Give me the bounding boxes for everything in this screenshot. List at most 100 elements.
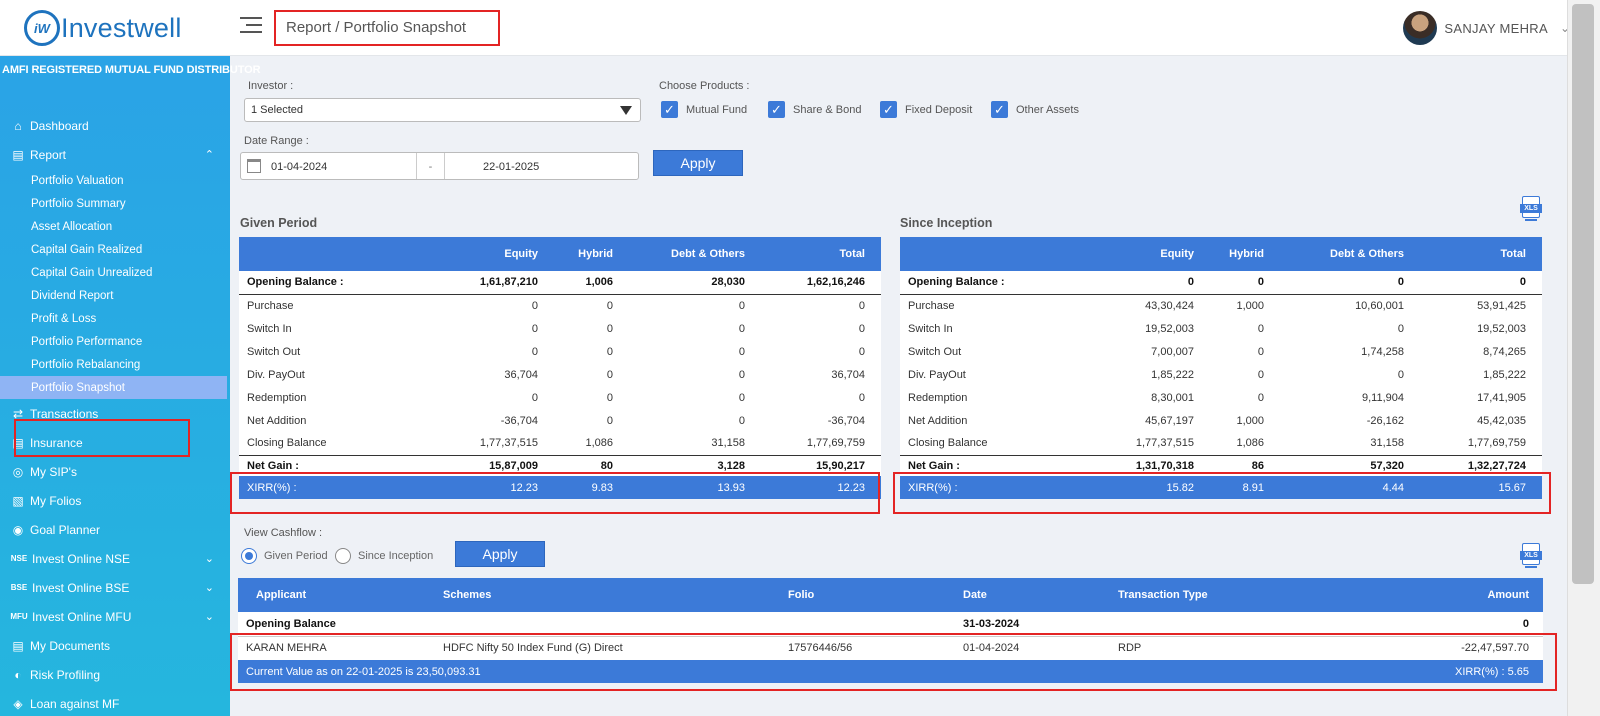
menu-toggle-icon[interactable]	[240, 17, 262, 37]
cell: 1,77,37,515	[409, 432, 554, 456]
sidebar-subitem-asset-allocation[interactable]: Asset Allocation	[31, 220, 113, 233]
column-header	[239, 237, 409, 271]
calendar-icon[interactable]	[241, 153, 267, 179]
xls-export-icon[interactable]: XLS	[1520, 196, 1542, 222]
date-from-input[interactable]: 01-04-2024	[267, 153, 417, 179]
row-label: Net Gain :	[247, 459, 299, 472]
sidebar-item-my-sips[interactable]: ◎ My SIP's	[0, 457, 230, 486]
sidebar-subitem-capital-gain-unrealized[interactable]: Capital Gain Unrealized	[31, 266, 153, 279]
investwell-logo[interactable]: iW Investwell	[24, 10, 182, 46]
sidebar-item-dashboard[interactable]: ⌂ Dashboard	[0, 111, 230, 140]
cell: 0	[1070, 271, 1210, 295]
cell: -36,704	[827, 414, 865, 427]
checkbox-fixed-deposit[interactable]: ✓ Fixed Deposit	[880, 101, 972, 118]
sidebar-item-transactions[interactable]: ⇄ Transactions	[0, 399, 230, 428]
highlight-box	[893, 472, 1551, 514]
cell: 1,74,258	[1361, 345, 1404, 358]
cell: 0	[858, 391, 865, 404]
table-row: Purchase 0 0 0 0	[239, 294, 881, 317]
user-menu[interactable]: SANJAY MEHRA ⌄	[1403, 11, 1570, 45]
sidebar-item-label: My Documents	[30, 638, 111, 653]
row-label: Opening Balance :	[900, 271, 1070, 295]
xls-export-icon[interactable]: XLS	[1520, 543, 1542, 569]
radio-since-inception[interactable]: Since Inception	[335, 548, 433, 564]
sidebar-subitem-portfolio-summary[interactable]: Portfolio Summary	[31, 197, 126, 210]
sidebar-item-label: Loan against MF	[30, 696, 120, 711]
investor-select[interactable]: 1 Selected	[244, 98, 641, 122]
sidebar-item-report[interactable]: ▤ Report ⌃	[0, 140, 230, 169]
cell: 0	[606, 368, 613, 381]
table-row: Redemption 8,30,001 0 9,11,904 17,41,905	[900, 386, 1542, 409]
sidebar-item-invest-online-bse[interactable]: BSE Invest Online BSE ⌄	[0, 573, 230, 602]
row-label: Redemption	[908, 391, 968, 404]
sidebar-item-insurance[interactable]: ▤ Insurance	[0, 428, 230, 457]
cell: KARAN MEHRA	[246, 642, 327, 655]
column-header: Hybrid	[554, 237, 629, 271]
documents-icon: ▤	[12, 638, 24, 653]
cell: 86	[1251, 459, 1264, 472]
sidebar-item-my-folios[interactable]: ▧ My Folios	[0, 486, 230, 515]
checkbox-other-assets[interactable]: ✓ Other Assets	[991, 101, 1079, 118]
column-header: Hybrid	[1210, 237, 1280, 271]
sidebar-subitem-portfolio-valuation[interactable]: Portfolio Valuation	[31, 174, 124, 187]
row-label: Switch Out	[908, 345, 962, 358]
current-value-text: Current Value as on 22-01-2025 is 23,50,…	[238, 660, 1110, 683]
cell: 15,90,217	[816, 459, 865, 472]
checkbox-label: Fixed Deposit	[905, 103, 973, 116]
check-icon: ✓	[768, 101, 785, 118]
cell: 43,30,424	[1145, 299, 1194, 312]
apply-button[interactable]: Apply	[653, 150, 743, 176]
sidebar-item-label: Risk Profiling	[30, 667, 101, 682]
cashflow-apply-button[interactable]: Apply	[455, 541, 545, 567]
cell: 0	[1420, 271, 1542, 295]
sidebar-item-invest-online-nse[interactable]: NSE Invest Online NSE ⌄	[0, 544, 230, 573]
check-icon: ✓	[661, 101, 678, 118]
cell: 0	[1257, 368, 1264, 381]
folio-icon: ▧	[12, 493, 24, 508]
checkbox-share-bond[interactable]: ✓ Share & Bond	[768, 101, 862, 118]
cell: 1,61,87,210	[409, 271, 554, 295]
chevron-down-icon: ⌄	[204, 553, 214, 565]
sidebar-item-risk-profiling[interactable]: ◐ Risk Profiling	[0, 660, 230, 689]
sidebar-nav: ⌂ Dashboard ▤ Report ⌃ Portfolio Valuati…	[0, 111, 230, 716]
sidebar-item-goal-planner[interactable]: ◉ Goal Planner	[0, 515, 230, 544]
cell: 7,00,007	[1151, 345, 1194, 358]
sidebar-item-label: Invest Online NSE	[32, 551, 131, 566]
date-to-input[interactable]: 22-01-2025	[483, 161, 540, 173]
radio-given-period[interactable]: Given Period	[241, 548, 328, 564]
cell: 01-04-2024	[963, 642, 1020, 655]
view-cashflow-label: View Cashflow :	[244, 527, 323, 539]
sidebar-item-invest-online-mfu[interactable]: MFU Invest Online MFU ⌄	[0, 602, 230, 631]
header-row: Equity Hybrid Debt & Others Total	[239, 237, 881, 271]
sidebar-subitem-portfolio-rebalancing[interactable]: Portfolio Rebalancing	[31, 358, 141, 371]
top-bar: iW Investwell Report / Portfolio Snapsho…	[0, 0, 1600, 56]
cell: HDFC Nifty 50 Index Fund (G) Direct	[443, 642, 623, 655]
sidebar-subitem-profit-loss[interactable]: Profit & Loss	[31, 312, 97, 325]
sidebar-subitem-dividend-report[interactable]: Dividend Report	[31, 289, 114, 302]
cell: 0	[1397, 322, 1404, 335]
sidebar-item-loan-against-mf[interactable]: ◈ Loan against MF	[0, 689, 230, 716]
sidebar-subitem-portfolio-snapshot[interactable]: Portfolio Snapshot	[0, 376, 227, 399]
cell: 15.82	[1070, 476, 1210, 499]
sidebar-item-label: Insurance	[30, 435, 83, 450]
sidebar-item-my-documents[interactable]: ▤ My Documents	[0, 631, 230, 660]
column-header: Debt & Others	[629, 237, 761, 271]
sidebar-subitem-portfolio-performance[interactable]: Portfolio Performance	[31, 335, 143, 348]
column-header: Total	[761, 237, 881, 271]
table-row: Div. PayOut 1,85,222 0 0 1,85,222	[900, 363, 1542, 386]
cell: 31,158	[629, 432, 761, 456]
goal-icon: ◉	[12, 522, 24, 537]
cell: 1,85,222	[1151, 368, 1194, 381]
row-label: Switch Out	[247, 345, 301, 358]
scrollbar-thumb[interactable]	[1572, 4, 1594, 584]
cell: 0	[1280, 271, 1420, 295]
column-header	[900, 237, 1070, 271]
sidebar-subitem-capital-gain-realized[interactable]: Capital Gain Realized	[31, 243, 143, 256]
cell: 36,704	[504, 368, 538, 381]
col-date: Date	[955, 578, 1110, 612]
cell: 1,77,69,759	[1420, 432, 1542, 456]
table-row: Switch In 19,52,003 0 0 19,52,003	[900, 317, 1542, 340]
cell: 0	[858, 299, 865, 312]
cell: -36,704	[500, 414, 538, 427]
checkbox-mutual-fund[interactable]: ✓ Mutual Fund	[661, 101, 747, 118]
